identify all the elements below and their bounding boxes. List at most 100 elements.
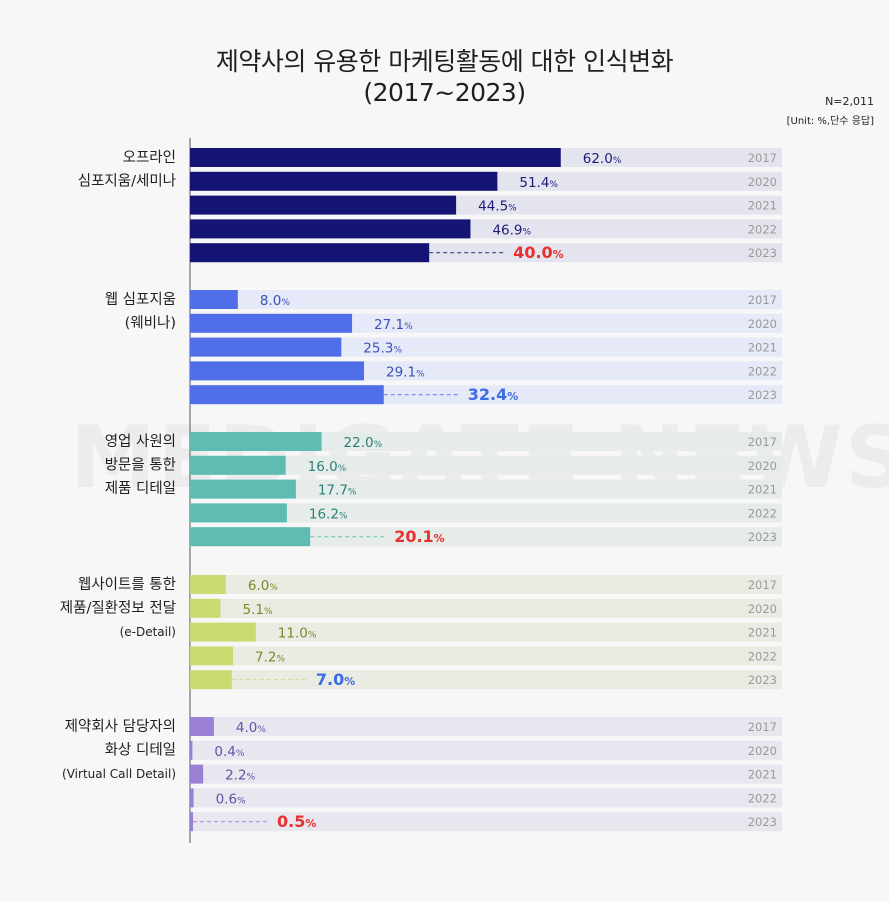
bar-track	[190, 575, 782, 594]
data-label: 25.3%	[363, 341, 402, 357]
bar	[190, 432, 322, 451]
bar	[190, 740, 193, 760]
group-label: 웹사이트를 통한	[78, 576, 176, 593]
data-label-unit: %	[339, 511, 348, 521]
bar	[190, 764, 204, 784]
bar	[190, 598, 221, 618]
data-label-unit: %	[416, 369, 425, 379]
data-label-unit: %	[393, 346, 402, 356]
bar-track	[190, 622, 782, 642]
bar-track	[190, 503, 782, 523]
unit-note: [Unit: %,단수 응답]	[786, 116, 874, 127]
bar	[190, 243, 430, 263]
data-label-unit: %	[237, 796, 246, 806]
year-label: 2017	[748, 720, 777, 734]
group-label: 웹 심포지움	[105, 291, 176, 308]
data-label: 0.5%	[277, 812, 316, 831]
year-label: 2022	[748, 791, 777, 805]
data-label-unit: %	[281, 298, 290, 308]
bar	[190, 290, 238, 309]
group-label: 화상 디테일	[105, 742, 176, 759]
data-label-unit: %	[247, 773, 256, 783]
year-label: 2020	[748, 317, 777, 331]
year-label: 2017	[748, 578, 777, 592]
data-label: 16.2%	[309, 506, 348, 522]
data-label-unit: %	[523, 227, 532, 237]
year-label: 2020	[748, 459, 777, 473]
bar-track	[190, 479, 782, 499]
bar-track	[190, 290, 782, 309]
bar-track	[190, 455, 782, 475]
data-label-unit: %	[434, 532, 445, 545]
bar	[190, 313, 353, 333]
year-label: 2023	[748, 530, 777, 544]
bar	[190, 527, 311, 547]
data-label: 29.1%	[386, 364, 425, 380]
data-label-unit: %	[277, 654, 286, 664]
group-label: 제품 디테일	[105, 480, 176, 497]
chart-title-line1: 제약사의 유용한 마케팅활동에 대한 인식변화	[215, 47, 674, 76]
chart-title-line2: (2017~2023)	[363, 78, 526, 107]
year-label: 2021	[748, 483, 777, 497]
group-label: 오프라인	[123, 149, 176, 166]
year-label: 2022	[748, 506, 777, 520]
year-label: 2017	[748, 151, 777, 165]
bar-track	[190, 740, 782, 760]
bar-track	[190, 598, 782, 618]
year-label: 2023	[748, 673, 777, 687]
bar	[190, 717, 214, 736]
data-label-unit: %	[236, 749, 245, 759]
data-label-unit: %	[374, 440, 383, 450]
bar-track	[190, 527, 782, 547]
data-label-unit: %	[344, 675, 355, 688]
year-label: 2022	[748, 222, 777, 236]
bar-track	[190, 788, 782, 808]
bar	[190, 622, 256, 642]
data-label: 46.9%	[492, 222, 531, 238]
group-label: (웨비나)	[125, 315, 176, 332]
bar	[190, 788, 194, 808]
data-label: 62.0%	[583, 151, 622, 167]
year-label: 2021	[748, 199, 777, 213]
data-label-unit: %	[348, 488, 357, 498]
data-label-unit: %	[257, 725, 266, 735]
group-label: 심포지움/세미나	[78, 173, 176, 190]
group-label: 방문을 통한	[105, 457, 176, 474]
year-label: 2021	[748, 626, 777, 640]
data-label-unit: %	[338, 464, 347, 474]
bar	[190, 385, 384, 405]
year-label: 2020	[748, 602, 777, 616]
bar-track	[190, 646, 782, 666]
year-label: 2022	[748, 649, 777, 663]
data-label: 16.0%	[308, 459, 347, 475]
bar	[190, 195, 457, 215]
bar-track	[190, 764, 782, 784]
data-label: 22.0%	[344, 435, 383, 451]
year-label: 2021	[748, 768, 777, 782]
data-label: 20.1%	[394, 527, 445, 546]
data-label: 32.4%	[468, 385, 519, 404]
bar-track	[190, 432, 782, 451]
bar	[190, 455, 286, 475]
data-label-unit: %	[613, 156, 622, 166]
year-label: 2023	[748, 246, 777, 260]
bar-track	[190, 812, 782, 832]
bar	[190, 479, 296, 499]
data-label-unit: %	[553, 248, 564, 261]
data-label-unit: %	[269, 583, 278, 593]
year-label: 2021	[748, 341, 777, 355]
bar	[190, 337, 342, 357]
bar	[190, 575, 226, 594]
year-label: 2023	[748, 815, 777, 829]
bar	[190, 812, 193, 832]
data-label: 40.0%	[513, 243, 564, 262]
bar	[190, 148, 561, 167]
bar	[190, 670, 232, 690]
group-label: (e-Detail)	[120, 625, 176, 639]
data-label-unit: %	[264, 607, 273, 617]
bar	[190, 171, 498, 191]
data-label-unit: %	[549, 180, 558, 190]
data-label-unit: %	[507, 390, 518, 403]
data-label: 44.5%	[478, 199, 517, 215]
